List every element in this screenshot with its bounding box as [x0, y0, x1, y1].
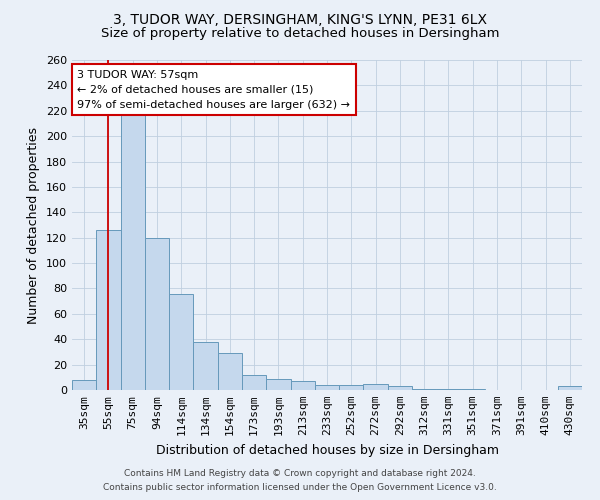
Bar: [436, 388, 461, 390]
Bar: [388, 386, 412, 390]
Text: 3, TUDOR WAY, DERSINGHAM, KING'S LYNN, PE31 6LX: 3, TUDOR WAY, DERSINGHAM, KING'S LYNN, P…: [113, 12, 487, 26]
X-axis label: Distribution of detached houses by size in Dersingham: Distribution of detached houses by size …: [155, 444, 499, 456]
Bar: [266, 378, 290, 390]
Bar: [145, 238, 169, 390]
Bar: [339, 385, 364, 390]
Bar: [412, 388, 436, 390]
Bar: [364, 384, 388, 390]
Bar: [218, 353, 242, 390]
Bar: [558, 386, 582, 390]
Bar: [315, 385, 339, 390]
Bar: [290, 381, 315, 390]
Bar: [242, 375, 266, 390]
Bar: [461, 388, 485, 390]
Text: Size of property relative to detached houses in Dersingham: Size of property relative to detached ho…: [101, 28, 499, 40]
Text: Contains public sector information licensed under the Open Government Licence v3: Contains public sector information licen…: [103, 484, 497, 492]
Bar: [169, 294, 193, 390]
Y-axis label: Number of detached properties: Number of detached properties: [28, 126, 40, 324]
Text: Contains HM Land Registry data © Crown copyright and database right 2024.: Contains HM Land Registry data © Crown c…: [124, 468, 476, 477]
Text: 3 TUDOR WAY: 57sqm
← 2% of detached houses are smaller (15)
97% of semi-detached: 3 TUDOR WAY: 57sqm ← 2% of detached hous…: [77, 70, 350, 110]
Bar: [121, 75, 145, 390]
Bar: [96, 230, 121, 390]
Bar: [193, 342, 218, 390]
Bar: [72, 380, 96, 390]
